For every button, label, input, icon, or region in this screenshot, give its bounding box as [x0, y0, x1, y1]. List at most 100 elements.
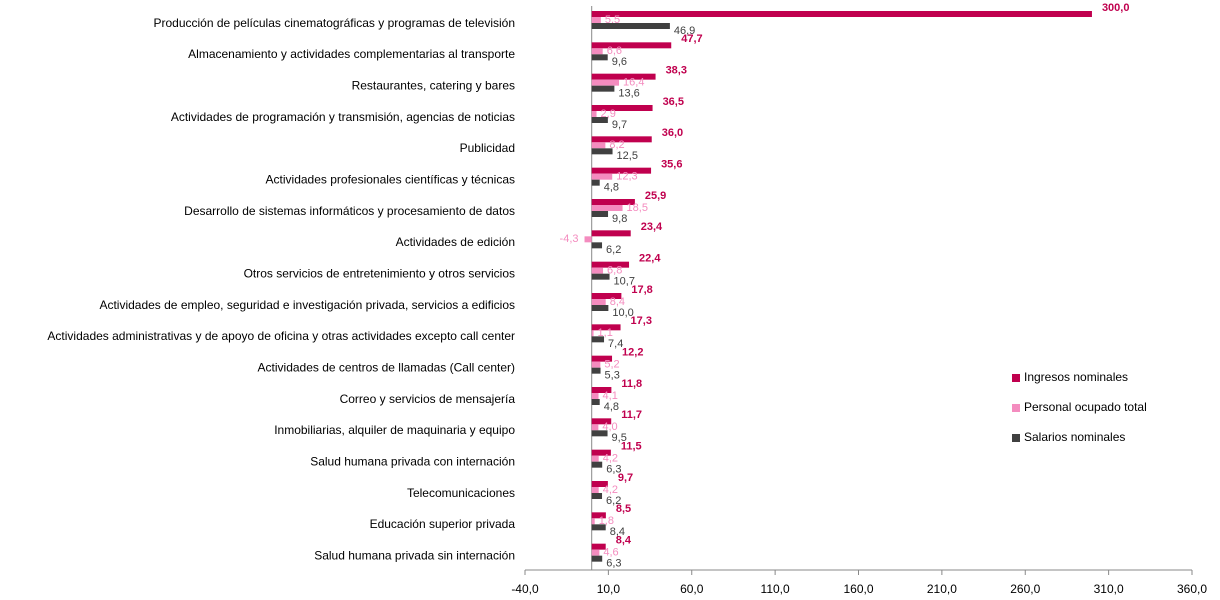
bar: [591, 179, 600, 186]
category-label: Actividades administrativas y de apoyo d…: [47, 329, 515, 343]
value-label: 12,5: [617, 150, 638, 162]
bar: [591, 330, 594, 337]
legend-label: Salarios nominales: [1024, 430, 1125, 444]
bar: [591, 549, 600, 556]
value-label: 47,7: [681, 33, 702, 45]
value-label: 10,7: [614, 276, 635, 288]
bar: [591, 261, 630, 268]
bar: [591, 142, 606, 149]
value-label: 4,2: [603, 453, 618, 465]
category-label: Educación superior privada: [370, 517, 516, 531]
value-label: 35,6: [661, 159, 682, 171]
bar: [591, 230, 631, 237]
bar: [591, 399, 600, 405]
value-label: 9,7: [612, 119, 627, 131]
bar: [591, 205, 623, 211]
value-label: 9,6: [612, 56, 627, 68]
bar: [591, 555, 603, 562]
value-label: 9,7: [618, 472, 633, 484]
value-label: 38,3: [666, 65, 687, 77]
bar: [591, 393, 599, 399]
bar: [591, 493, 603, 499]
category-label: Producción de películas cinematográficas…: [153, 16, 515, 30]
bar: [591, 367, 601, 374]
value-label: 8,5: [616, 503, 631, 515]
value-label: 6,2: [606, 495, 621, 507]
bar: [584, 236, 592, 243]
bar: [591, 418, 612, 425]
legend-label: Ingresos nominales: [1024, 370, 1128, 384]
bar: [591, 23, 670, 29]
x-tick-label: 60,0: [680, 582, 704, 596]
x-tick-label: 110,0: [761, 582, 790, 596]
bar: [591, 85, 615, 92]
category-label: Otros servicios de entretenimiento y otr…: [244, 267, 515, 281]
category-label: Actividades de edición: [396, 235, 515, 249]
bar: [591, 430, 608, 437]
bar: [591, 267, 604, 274]
bar: [591, 461, 603, 468]
legend-label: Personal ocupado total: [1024, 400, 1147, 414]
bar: [591, 17, 601, 23]
value-label: 6,6: [607, 45, 622, 57]
value-label: 4,8: [604, 401, 619, 413]
value-label: 9,8: [612, 213, 627, 225]
category-label: Salud humana privada sin internación: [314, 549, 515, 563]
category-label: Desarrollo de sistemas informáticos y pr…: [184, 204, 515, 218]
value-label: 36,5: [663, 96, 684, 108]
value-label: 5,5: [605, 14, 620, 26]
bar: [591, 117, 608, 123]
category-label: Inmobiliarias, alquiler de maquinaria y …: [274, 423, 515, 437]
legend-swatch: [1012, 434, 1020, 442]
value-label: 5,3: [605, 370, 620, 382]
bar: [591, 111, 597, 117]
bar: [591, 167, 652, 174]
bar: [591, 42, 672, 49]
bar: [591, 48, 603, 55]
bar: [591, 336, 605, 343]
category-label: Actividades profesionales científicas y …: [266, 173, 515, 187]
legend-swatch: [1012, 404, 1020, 412]
value-label: 18,5: [627, 202, 648, 214]
bar: [591, 299, 606, 305]
category-label: Actividades de empleo, seguridad e inves…: [99, 298, 515, 312]
value-label: 46,9: [674, 25, 695, 37]
category-label: Telecomunicaciones: [407, 486, 515, 500]
bar: [591, 355, 613, 362]
value-label: 23,4: [641, 221, 663, 233]
bar: [591, 173, 613, 180]
value-label: 36,0: [662, 127, 683, 139]
bar: [591, 543, 606, 550]
value-label: 4,2: [603, 484, 618, 496]
bar: [591, 54, 608, 61]
bar: [591, 211, 609, 217]
category-label: Salud humana privada con internación: [310, 455, 515, 469]
bar: [591, 242, 603, 249]
bar: [591, 455, 599, 462]
category-label: Almacenamiento y actividades complementa…: [188, 47, 515, 61]
legend-swatch: [1012, 374, 1020, 382]
value-label: 12,2: [622, 347, 643, 359]
value-label: 2,9: [601, 108, 616, 120]
value-label: 8,4: [610, 526, 625, 538]
bar: [591, 273, 610, 280]
value-label: 4,0: [602, 421, 617, 433]
value-label: 10,0: [612, 307, 633, 319]
value-label: 13,6: [618, 88, 639, 100]
value-label: 9,5: [612, 432, 627, 444]
bar: [591, 324, 621, 331]
value-label: 16,4: [623, 77, 644, 89]
value-label: 6,3: [606, 464, 621, 476]
bar: [591, 305, 609, 311]
value-label: 11,7: [621, 409, 642, 421]
category-label: Actividades de centros de llamadas (Call…: [258, 361, 515, 375]
bar: [591, 199, 635, 205]
x-tick-label: -40,0: [511, 582, 539, 596]
value-label: 22,4: [639, 253, 661, 265]
bar: [591, 148, 613, 155]
value-label: 7,4: [608, 338, 623, 350]
x-tick-label: 210,0: [927, 582, 957, 596]
bar: [591, 487, 599, 493]
value-label: 1,8: [599, 515, 614, 527]
value-label: 4,6: [603, 547, 618, 559]
